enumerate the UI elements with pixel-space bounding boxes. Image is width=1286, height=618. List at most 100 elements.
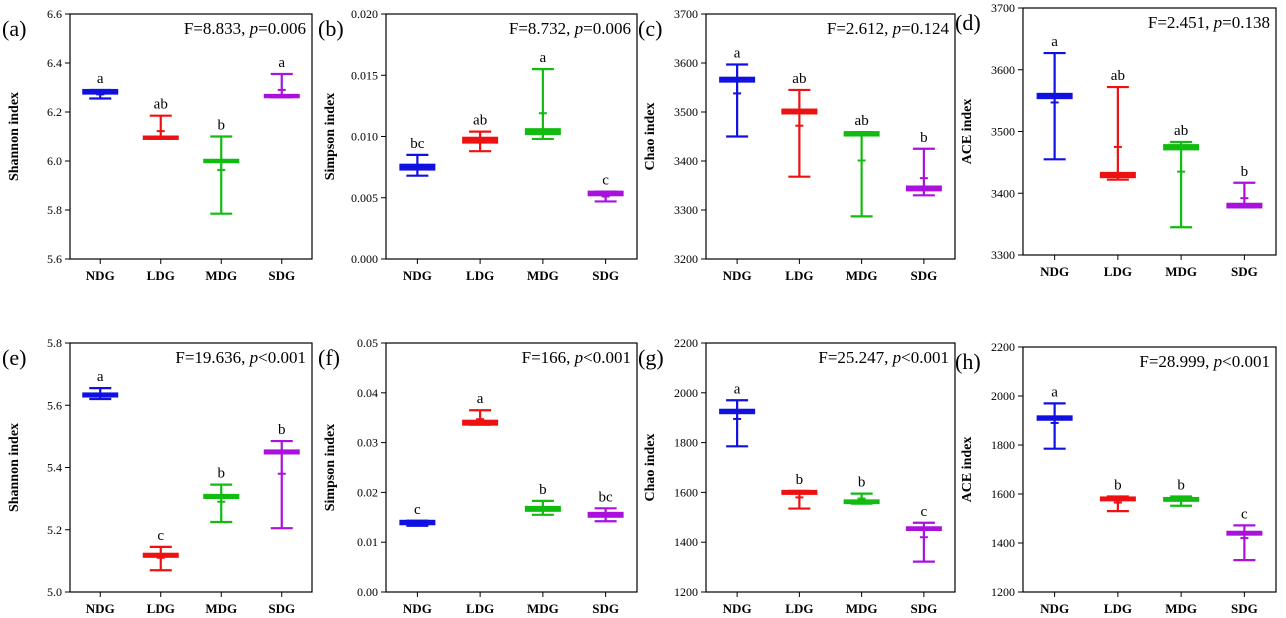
stat-annotation-f: F=19.636,	[175, 348, 249, 367]
box-ldg	[142, 114, 179, 141]
stat-annotation-f: F=2.451,	[1148, 13, 1214, 32]
y-axis-label: Chao index	[643, 433, 658, 501]
significance-letter: c	[157, 528, 164, 544]
significance-letter: b	[218, 118, 226, 134]
stat-annotation: F=2.612, p=0.124	[827, 19, 950, 38]
y-tick-label: 0.04	[357, 386, 378, 400]
stat-annotation-pval: =0.138	[1222, 13, 1270, 32]
chart-panel-f: (f) F=166, p<0.001 Simpson index 0.00 0.01 0.…	[318, 336, 638, 616]
significance-letter: b	[218, 466, 226, 482]
x-tick-label: LDG	[1104, 264, 1132, 279]
x-tick-label: NDG	[86, 601, 115, 616]
box-mdg	[203, 135, 240, 215]
y-tick-label: 6.6	[47, 7, 62, 21]
y-tick-label: 0.005	[351, 191, 378, 205]
y-tick-label: 1600	[991, 487, 1015, 501]
plot-frame	[705, 342, 956, 593]
y-tick-label: 5.6	[47, 252, 62, 266]
box-mdg	[843, 492, 880, 505]
stat-annotation-pvar: p	[1213, 352, 1223, 371]
stat-annotation-pvar: p	[1213, 13, 1223, 32]
x-tick-label: NDG	[403, 601, 432, 616]
x-tick-label: MDG	[527, 601, 559, 616]
x-tick-label: SDG	[911, 601, 938, 616]
y-tick-label: 1800	[991, 438, 1015, 452]
stat-annotation-pvar: p	[574, 348, 584, 367]
box-ndg	[1036, 51, 1073, 161]
stat-annotation-pval: =0.006	[258, 19, 306, 38]
stat-annotation: F=8.732, p=0.006	[509, 19, 631, 38]
box-sdg	[1226, 524, 1263, 562]
box-ndg	[1036, 402, 1073, 450]
y-tick-label: 0.00	[357, 585, 378, 599]
panel-label: (g)	[638, 345, 664, 370]
box-ndg	[399, 153, 436, 177]
stat-annotation-f: F=2.612,	[827, 19, 893, 38]
x-tick-label: MDG	[205, 601, 237, 616]
significance-letter: a	[477, 391, 484, 407]
box-ndg	[719, 399, 756, 448]
y-tick-label: 1800	[674, 436, 698, 450]
x-tick-label: LDG	[466, 601, 494, 616]
y-axis-label: Shannon index	[7, 423, 22, 512]
y-tick-label: 1400	[991, 536, 1015, 550]
stat-annotation-pval: =0.006	[583, 19, 631, 38]
y-tick-label: 5.8	[47, 203, 62, 217]
y-tick-label: 3500	[991, 125, 1015, 139]
significance-letter: c	[602, 173, 609, 189]
panel-label: (b)	[318, 16, 344, 41]
x-tick-label: LDG	[147, 601, 175, 616]
box-ldg	[462, 130, 499, 153]
y-tick-label: 1200	[991, 585, 1015, 599]
significance-letter: a	[734, 381, 741, 397]
significance-letter: bc	[410, 136, 425, 152]
stat-annotation-pvar: p	[249, 19, 259, 38]
box-ldg	[462, 409, 499, 426]
box-ldg	[142, 545, 179, 572]
y-tick-label: 0.015	[351, 68, 378, 82]
chart-panel-b: (b) F=8.732, p=0.006 Simpson index 0.000 0.0…	[318, 7, 638, 283]
significance-letter: ab	[154, 97, 168, 113]
x-tick-label: NDG	[403, 268, 432, 283]
box-ndg	[719, 63, 756, 138]
significance-letter: c	[921, 504, 928, 520]
x-tick-label: MDG	[527, 268, 559, 283]
stat-annotation-pvar: p	[892, 348, 902, 367]
box-ndg	[82, 387, 119, 401]
box-ldg	[781, 88, 818, 178]
y-tick-label: 2200	[674, 336, 698, 350]
significance-letter: a	[97, 71, 104, 87]
significance-letter: ab	[1174, 123, 1188, 139]
stat-annotation-f: F=8.732,	[509, 19, 575, 38]
x-tick-label: LDG	[785, 268, 813, 283]
stat-annotation-pval: <0.001	[583, 348, 631, 367]
x-tick-label: SDG	[1231, 601, 1258, 616]
box-sdg	[263, 439, 300, 530]
x-tick-label: NDG	[1040, 264, 1069, 279]
plot-frame	[1022, 7, 1277, 256]
stat-annotation-pval: <0.001	[258, 348, 306, 367]
significance-letter: c	[414, 502, 421, 518]
y-tick-label: 3700	[991, 1, 1015, 15]
box-sdg	[905, 521, 942, 563]
y-tick-label: 3400	[991, 186, 1015, 200]
panel-label: (a)	[2, 16, 26, 41]
box-sdg	[587, 507, 624, 523]
y-tick-label: 3300	[674, 203, 698, 217]
y-tick-label: 3700	[674, 7, 698, 21]
x-tick-label: MDG	[205, 268, 237, 283]
panel-label: (f)	[318, 345, 340, 370]
x-tick-label: MDG	[846, 601, 878, 616]
y-tick-label: 0.03	[357, 436, 378, 450]
y-tick-label: 0.020	[351, 7, 378, 21]
y-axis-label: Chao index	[643, 102, 658, 170]
box-mdg	[1163, 495, 1200, 507]
stat-annotation-f: F=166,	[522, 348, 575, 367]
y-axis-label: Simpson index	[323, 93, 338, 181]
box-sdg	[1226, 181, 1263, 209]
stat-annotation-pvar: p	[892, 19, 902, 38]
x-tick-label: SDG	[1231, 264, 1258, 279]
significance-letter: b	[1177, 477, 1185, 493]
x-tick-label: MDG	[846, 268, 878, 283]
